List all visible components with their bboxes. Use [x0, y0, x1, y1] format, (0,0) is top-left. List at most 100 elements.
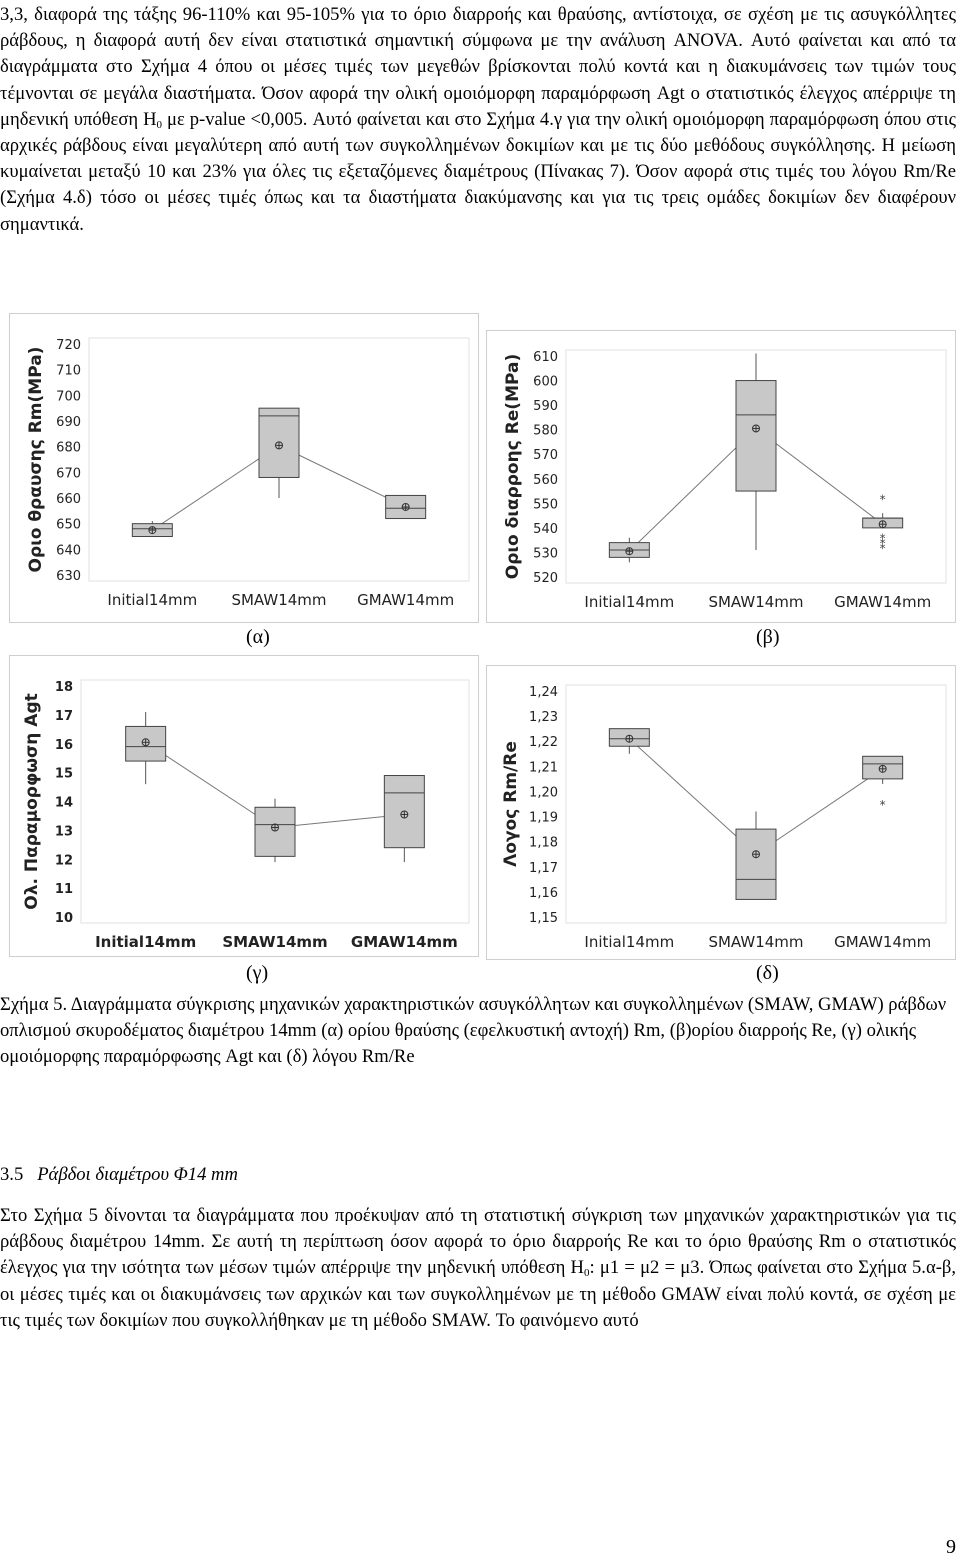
y-axis-label: Οριο θραυσης Rm(MPa)	[26, 347, 46, 573]
outlier-marker: *	[880, 492, 886, 506]
panel-label-b: (β)	[756, 626, 780, 648]
box-GMAW14mm	[383, 775, 425, 863]
chart-c-total-elongation: 10 11 12 13 14 15 16 17 18 Ολ. Παραμορφωση Agt Ini…	[9, 655, 479, 957]
y-tick-label: 630	[56, 569, 81, 584]
box-iqr	[735, 828, 777, 900]
y-tick-label: 1,21	[529, 760, 558, 775]
y-tick-label: 16	[55, 738, 73, 753]
outlier-marker: *	[880, 532, 886, 546]
y-tick-label: 17	[55, 709, 73, 724]
box-GMAW14mm: *	[862, 755, 904, 812]
y-axis-label: Οριο διαρροης Re(MPa)	[503, 354, 523, 580]
x-tick-label: SMAW14mm	[708, 593, 803, 611]
y-tick-label: 680	[56, 441, 81, 456]
x-tick-label: GMAW14mm	[834, 933, 931, 951]
y-tick-label: 10	[55, 911, 73, 926]
box-GMAW14mm	[385, 494, 427, 520]
panel-label-c: (γ)	[246, 962, 269, 984]
y-tick-label: 1,17	[529, 861, 558, 876]
box-iqr	[735, 380, 777, 492]
panel-label-a: (α)	[246, 626, 270, 648]
y-tick-label: 540	[533, 522, 558, 537]
section-title: Ράβδοι διαμέτρου Φ14 mm	[37, 1164, 238, 1185]
box-iqr	[254, 806, 296, 857]
y-axis-label: Λογος Rm/Re	[501, 741, 521, 867]
y-tick-label: 560	[533, 473, 558, 488]
y-tick-label: 13	[55, 824, 73, 839]
y-tick-label: 1,24	[529, 685, 558, 700]
y-tick-label: 650	[56, 518, 81, 533]
y-tick-label: 640	[56, 543, 81, 558]
y-tick-label: 710	[56, 364, 81, 379]
y-tick-label: 18	[55, 680, 73, 695]
x-tick-label: Initial14mm	[584, 933, 674, 951]
box-SMAW14mm	[735, 811, 777, 900]
box-SMAW14mm	[258, 407, 300, 498]
subscript-zero: 0	[156, 118, 163, 131]
y-tick-label: 14	[55, 796, 73, 811]
caption-text: Διαγράμματα σύγκρισης μηχανικών χαρακτηρ…	[0, 994, 947, 1068]
y-tick-label: 570	[533, 448, 558, 463]
x-tick-label: SMAW14mm	[231, 591, 326, 609]
y-tick-label: 1,22	[529, 735, 558, 750]
x-tick-label: SMAW14mm	[708, 933, 803, 951]
top-paragraph: 3,3, διαφορά της τάξης 96-110% και 95-10…	[0, 2, 956, 238]
box-SMAW14mm	[254, 798, 296, 863]
y-tick-label: 1,15	[529, 911, 558, 926]
box-Initial14mm	[608, 537, 650, 563]
x-tick-label: GMAW14mm	[351, 933, 458, 951]
y-tick-label: 1,19	[529, 811, 558, 826]
x-tick-label: Initial14mm	[584, 593, 674, 611]
y-tick-label: 15	[55, 767, 73, 782]
chart-svg: 520 530 540 550 560 570 580 590 600 610 Οριο διαρρ…	[486, 330, 956, 623]
chart-b-yield-strength: 520 530 540 550 560 570 580 590 600 610 Οριο διαρρ…	[486, 330, 956, 623]
outlier-marker: *	[880, 537, 886, 551]
section-heading: 3.5 Ράβδοι διαμέτρου Φ14 mm	[0, 1164, 238, 1186]
bottom-paragraph-text-a: Στο Σχήμα 5 δίνονται τα διαγράμματα που …	[0, 1205, 956, 1279]
y-axis-label: Ολ. Παραμορφωση Agt	[22, 693, 42, 909]
y-tick-label: 1,23	[529, 710, 558, 725]
chart-svg: 630 640 650 660 670 680 690 700 710 720 Οριο θραυσ…	[9, 313, 479, 623]
x-tick-label: Initial14mm	[107, 591, 197, 609]
box-SMAW14mm	[735, 353, 777, 550]
box-GMAW14mm: ****	[862, 492, 904, 556]
y-tick-label: 670	[56, 466, 81, 481]
section-number: 3.5	[0, 1164, 24, 1185]
y-tick-label: 590	[533, 399, 558, 414]
y-tick-label: 550	[533, 497, 558, 512]
y-tick-label: 600	[533, 375, 558, 390]
figure-caption: Σχήμα 5. Διαγράμματα σύγκρισης μηχανικών…	[0, 992, 956, 1071]
caption-label: Σχήμα 5.	[0, 994, 68, 1015]
y-tick-label: 1,18	[529, 836, 558, 851]
subscript-zero-bottom: 0	[583, 1267, 590, 1280]
y-tick-label: 720	[56, 338, 81, 353]
page-number: 9	[946, 1536, 956, 1558]
bottom-paragraph: Στο Σχήμα 5 δίνονται τα διαγράμματα που …	[0, 1203, 956, 1334]
y-tick-label: 610	[533, 350, 558, 365]
y-tick-label: 660	[56, 492, 81, 507]
outlier-marker: *	[880, 798, 886, 812]
panel-label-d: (δ)	[756, 962, 779, 984]
y-tick-label: 1,20	[529, 785, 558, 800]
chart-d-ratio: 1,15 1,16 1,17 1,18 1,19 1,20 1,21 1,22 1,23 1,24…	[486, 665, 956, 960]
top-paragraph-text-a: 3,3, διαφορά της τάξης 96-110% και 95-10…	[0, 4, 956, 130]
top-paragraph-text-b: με p-value <0,005. Αυτό φαίνεται και στο…	[0, 108, 956, 235]
box-Initial14mm	[608, 728, 650, 754]
chart-svg: 10 11 12 13 14 15 16 17 18 Ολ. Παραμορφωση Agt Ini…	[9, 655, 479, 957]
x-tick-label: GMAW14mm	[357, 591, 454, 609]
y-tick-label: 12	[55, 853, 73, 868]
y-tick-label: 11	[55, 882, 73, 897]
y-tick-label: 530	[533, 546, 558, 561]
x-tick-label: SMAW14mm	[222, 933, 327, 951]
x-tick-label: Initial14mm	[95, 933, 196, 951]
outlier-marker: *	[880, 542, 886, 556]
y-tick-label: 1,16	[529, 886, 558, 901]
bottom-paragraph-text-b: : μ1 = μ2 = μ3. Όπως φαίνεται στο Σχήμα …	[0, 1257, 956, 1331]
chart-a-tensile-strength: 630 640 650 660 670 680 690 700 710 720 Οριο θραυσ…	[9, 313, 479, 623]
box-Initial14mm	[125, 711, 167, 785]
y-tick-label: 520	[533, 571, 558, 586]
y-tick-label: 690	[56, 415, 81, 430]
chart-svg: 1,15 1,16 1,17 1,18 1,19 1,20 1,21 1,22 1,23 1,24…	[486, 665, 956, 960]
y-tick-label: 700	[56, 389, 81, 404]
x-tick-label: GMAW14mm	[834, 593, 931, 611]
